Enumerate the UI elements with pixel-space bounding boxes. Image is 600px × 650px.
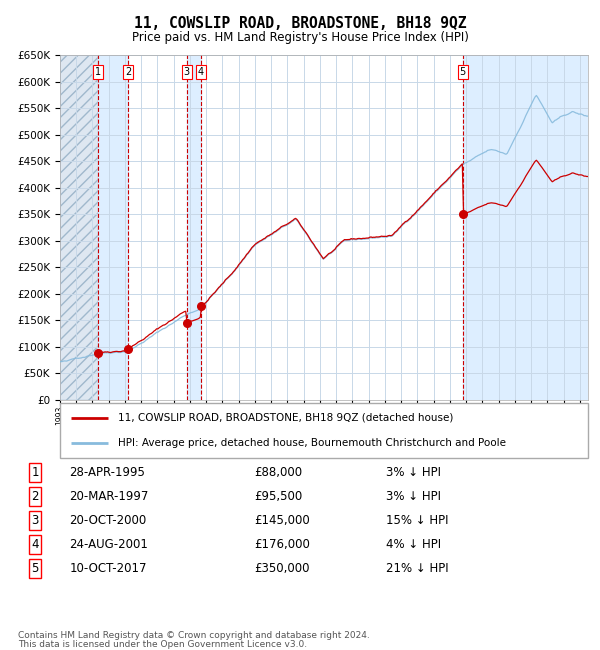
Text: 20-OCT-2000: 20-OCT-2000 <box>70 514 147 527</box>
Text: 4% ↓ HPI: 4% ↓ HPI <box>386 538 442 551</box>
Text: 4: 4 <box>197 68 203 77</box>
Text: 3% ↓ HPI: 3% ↓ HPI <box>386 466 442 479</box>
Bar <box>98 55 128 400</box>
Text: Contains HM Land Registry data © Crown copyright and database right 2024.: Contains HM Land Registry data © Crown c… <box>18 631 370 640</box>
Text: Price paid vs. HM Land Registry's House Price Index (HPI): Price paid vs. HM Land Registry's House … <box>131 31 469 44</box>
Text: 1: 1 <box>95 68 101 77</box>
Text: 5: 5 <box>460 68 466 77</box>
Text: 3: 3 <box>184 68 190 77</box>
Text: £95,500: £95,500 <box>254 490 302 503</box>
Text: £88,000: £88,000 <box>254 466 302 479</box>
Text: 2: 2 <box>31 490 39 503</box>
Bar <box>60 55 98 400</box>
Text: This data is licensed under the Open Government Licence v3.0.: This data is licensed under the Open Gov… <box>18 640 307 649</box>
Bar <box>463 55 588 400</box>
Text: 11, COWSLIP ROAD, BROADSTONE, BH18 9QZ (detached house): 11, COWSLIP ROAD, BROADSTONE, BH18 9QZ (… <box>118 413 454 423</box>
Text: 21% ↓ HPI: 21% ↓ HPI <box>386 562 449 575</box>
Text: 4: 4 <box>31 538 39 551</box>
Text: £145,000: £145,000 <box>254 514 310 527</box>
Text: 11, COWSLIP ROAD, BROADSTONE, BH18 9QZ: 11, COWSLIP ROAD, BROADSTONE, BH18 9QZ <box>134 16 466 31</box>
Text: 3: 3 <box>31 514 39 527</box>
Text: 1: 1 <box>31 466 39 479</box>
Text: 5: 5 <box>31 562 39 575</box>
Text: 20-MAR-1997: 20-MAR-1997 <box>70 490 149 503</box>
Text: 3% ↓ HPI: 3% ↓ HPI <box>386 490 442 503</box>
Text: 15% ↓ HPI: 15% ↓ HPI <box>386 514 449 527</box>
Text: 28-APR-1995: 28-APR-1995 <box>70 466 145 479</box>
Text: HPI: Average price, detached house, Bournemouth Christchurch and Poole: HPI: Average price, detached house, Bour… <box>118 438 506 448</box>
Text: £350,000: £350,000 <box>254 562 310 575</box>
Text: 10-OCT-2017: 10-OCT-2017 <box>70 562 147 575</box>
FancyBboxPatch shape <box>60 403 588 458</box>
Bar <box>60 55 98 400</box>
Text: £176,000: £176,000 <box>254 538 310 551</box>
Text: 24-AUG-2001: 24-AUG-2001 <box>70 538 148 551</box>
Bar <box>187 55 200 400</box>
Text: 2: 2 <box>125 68 131 77</box>
